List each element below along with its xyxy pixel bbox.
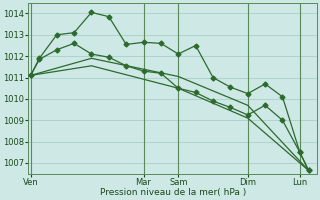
X-axis label: Pression niveau de la mer( hPa ): Pression niveau de la mer( hPa ) — [100, 188, 246, 197]
